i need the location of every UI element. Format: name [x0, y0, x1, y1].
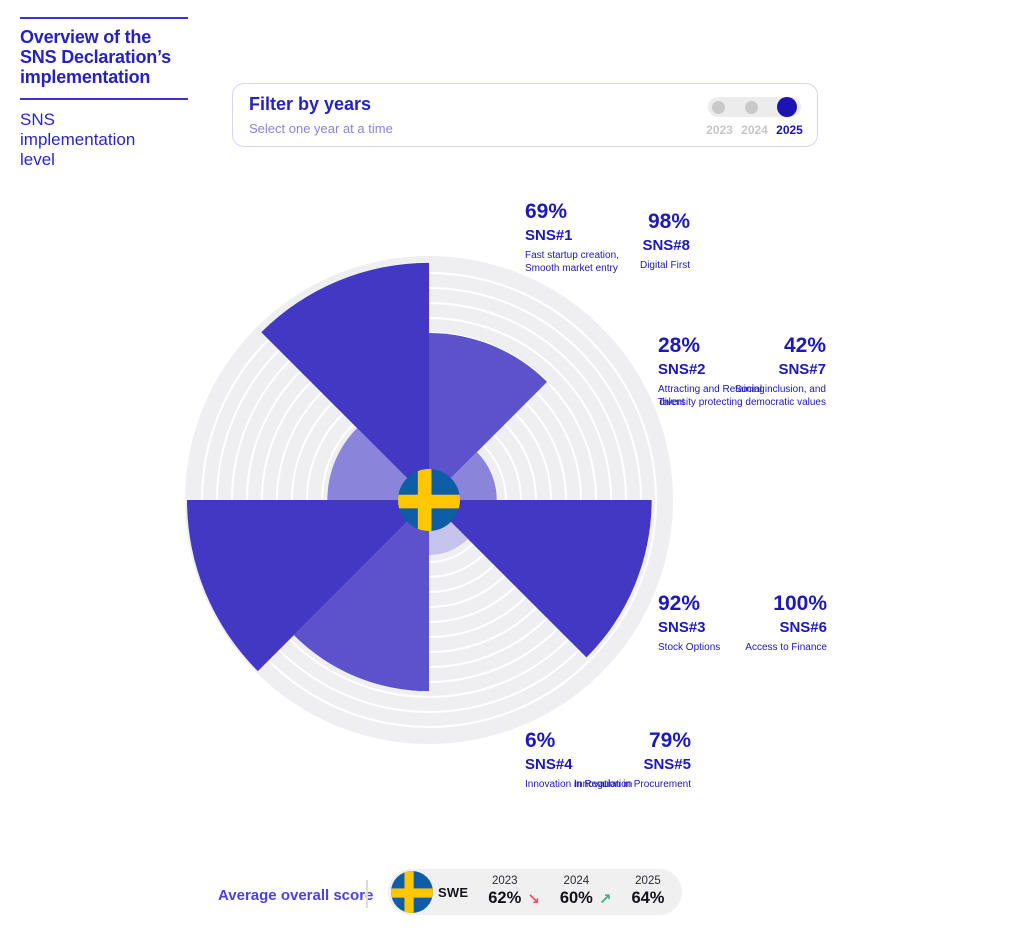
sector-wedge-SNS#1[interactable] [429, 333, 548, 500]
year-label-2023[interactable]: 2023 [706, 123, 733, 137]
footer-divider [366, 880, 368, 908]
score-value: 60% [559, 889, 593, 908]
page-title: Overview of the SNS Declaration’s implem… [20, 27, 171, 87]
score-year: 2025 [635, 874, 661, 887]
score-2025: 2025 64% [631, 874, 665, 908]
sector-description: Innovation in Regulation [525, 779, 633, 790]
sector-label-SNS#1: 69% SNS#1 Fast startup creation, Smooth ma… [525, 200, 619, 275]
sector-wedge-SNS#6[interactable] [187, 500, 429, 672]
year-dot-2023[interactable] [712, 100, 725, 114]
average-score-bar: Average overall score SWE 2023 62% ↘ 2024 60… [0, 862, 1024, 922]
score-year: 2024 [563, 874, 590, 887]
sector-value: 69% [525, 200, 568, 223]
year-dot-2025[interactable] [777, 97, 797, 117]
score-year: 2023 [491, 874, 518, 887]
sector-label-SNS#4: 6% SNS#4 Innovation in Regulation [525, 729, 632, 791]
sector-label-SNS#6: 100% SNS#6 Access to Finance [745, 592, 827, 654]
sector-label-SNS#2: 28% SNS#2 Attracting and Retaining Talent [658, 334, 765, 409]
sector-wedge-SNS#7[interactable] [327, 428, 429, 500]
sweden-flag-icon [391, 871, 433, 913]
sector-id: SNS#2 [658, 361, 706, 378]
year-label-2024[interactable]: 2024 [741, 123, 768, 137]
sweden-flag-icon [398, 469, 460, 531]
sector-label-SNS#8: 98% SNS#8 Digital First [640, 210, 690, 272]
sector-id: SNS#3 [658, 619, 706, 636]
sector-value: 42% [783, 334, 826, 357]
sector-label-SNS#5: 79% SNS#5 Innovation in Procurement [574, 729, 691, 791]
sector-description: Access to Finance [745, 642, 827, 653]
year-toggle-labels: 2023 2024 2025 [702, 123, 807, 137]
sector-wedge-SNS#8[interactable] [261, 262, 429, 500]
average-score-pill: SWE 2023 62% ↘ 2024 60% ↗ 2025 64% [388, 869, 683, 915]
year-dot-2024[interactable] [744, 100, 758, 114]
trend-down-icon: ↘ [527, 890, 540, 908]
sector-value: 28% [658, 334, 701, 357]
filter-card: Filter by years Select one year at a tim… [232, 83, 818, 147]
year-label-2025[interactable]: 2025 [776, 123, 803, 137]
sector-description: Stock Options [658, 642, 721, 653]
sector-wedge-SNS#3[interactable] [429, 500, 652, 658]
implementation-radial-chart [129, 200, 729, 800]
sector-id: SNS#4 [525, 756, 573, 773]
year-toggle: 2023 2024 2025 [706, 97, 803, 137]
country-code: SWE [438, 884, 469, 900]
sector-id: SNS#8 [642, 237, 690, 254]
sector-id: SNS#1 [525, 227, 573, 244]
filter-subtitle: Select one year at a time [249, 121, 393, 136]
sector-id: SNS#5 [643, 756, 691, 773]
sector-value: 6% [525, 729, 556, 752]
score-value: 64% [631, 889, 665, 908]
sector-wedge-SNS#5[interactable] [293, 500, 429, 692]
sector-label-SNS#3: 92% SNS#3 Stock Options [658, 592, 720, 654]
score-2024: 2024 60% [559, 874, 593, 908]
sector-description: Digital First [639, 260, 690, 271]
sector-description: Social inclusion, and diversity protecti… [659, 384, 826, 408]
sector-id: SNS#7 [778, 361, 826, 378]
sector-id: SNS#6 [779, 619, 827, 636]
header-rule-top [20, 17, 188, 19]
sweden-flag-icon [391, 871, 433, 913]
trend-up-icon: ↗ [598, 890, 612, 908]
sector-value: 79% [648, 729, 691, 752]
score-value: 62% [488, 889, 522, 908]
year-toggle-track[interactable] [708, 97, 801, 117]
sector-description: Fast startup creation, Smooth market ent… [525, 250, 619, 274]
header-rule-bottom [20, 98, 188, 101]
sector-description: Innovation in Procurement [574, 779, 691, 790]
sector-value: 92% [658, 592, 701, 615]
sector-value: 100% [773, 592, 827, 615]
sector-value: 98% [647, 210, 690, 233]
score-2023: 2023 62% [488, 874, 522, 908]
sector-description: Attracting and Retaining Talent [658, 384, 765, 408]
page-subtitle: SNS implementation level [20, 110, 136, 170]
page-header: Overview of the SNS Declaration’s implem… [20, 17, 188, 171]
filter-title: Filter by years [249, 94, 372, 114]
sector-label-SNS#7: 42% SNS#7 Social inclusion, and diversity … [659, 334, 826, 409]
average-score-label: Average overall score [218, 887, 374, 904]
